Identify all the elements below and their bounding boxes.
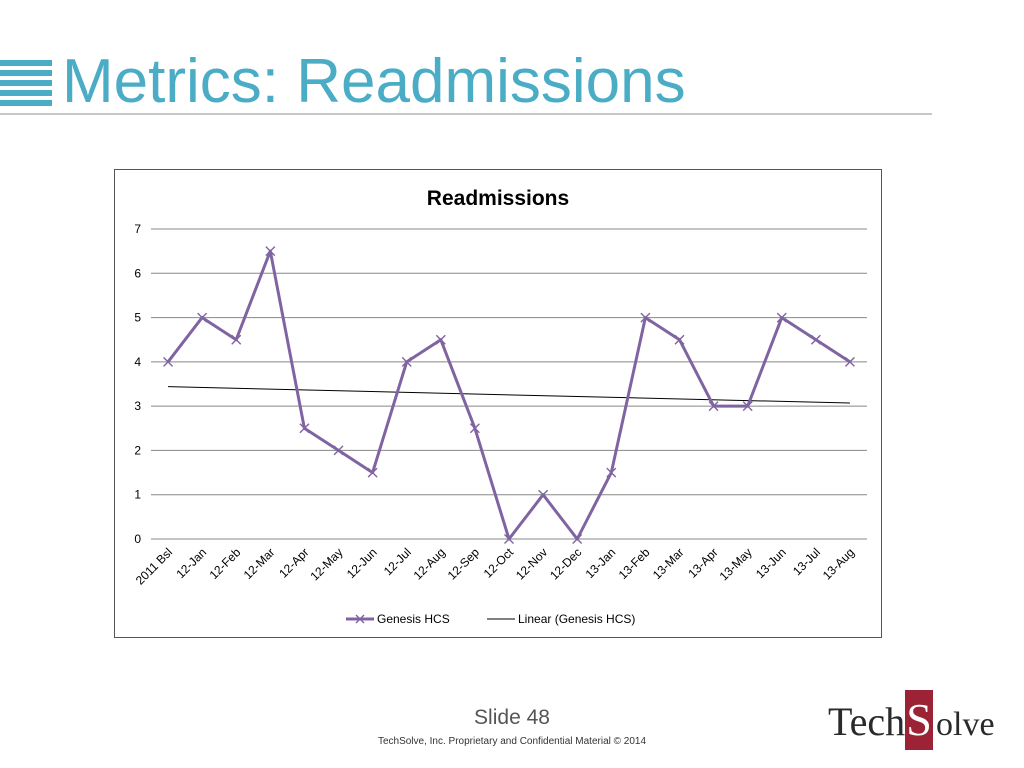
y-tick-label: 3: [134, 399, 141, 413]
x-tick-label: 12-May: [307, 545, 345, 583]
slide-title: Metrics: Readmissions: [62, 47, 686, 116]
readmissions-chart: Readmissions 0 1 2 3 4 5 6 7 2011 Bsl12-Jan12-Feb…: [133, 187, 867, 626]
data-point: [640, 312, 651, 323]
x-tick-label: 13-May: [717, 545, 755, 583]
data-point: [401, 356, 412, 367]
data-point: [572, 534, 583, 544]
data-point: [742, 401, 753, 412]
data-point: [265, 246, 276, 257]
x-tick-label: 12-Jun: [344, 545, 380, 581]
x-tick-label: 13-Jan: [583, 545, 619, 581]
y-tick-label: 4: [134, 355, 141, 369]
slide-number: Slide 48: [474, 706, 550, 729]
x-tick-label: 2011 Bsl: [133, 545, 175, 587]
x-tick-label: 12-Mar: [241, 545, 278, 582]
x-tick-label: 13-Jun: [753, 545, 789, 581]
data-point: [538, 489, 549, 500]
x-tick-label: 13-Aug: [820, 545, 857, 582]
x-tick-label: 12-Oct: [481, 545, 517, 581]
data-point: [674, 334, 685, 345]
x-tick-label: 12-Aug: [411, 545, 448, 582]
logo-text-s: S: [905, 690, 933, 750]
x-tick-label: 12-Jan: [173, 545, 209, 581]
data-point: [776, 312, 787, 323]
x-tick-label: 13-Apr: [685, 545, 720, 580]
data-point: [435, 334, 446, 345]
legend-series-label: Genesis HCS: [377, 612, 450, 626]
data-point: [504, 534, 514, 544]
x-tick-label: 12-Dec: [547, 545, 584, 582]
data-point: [810, 334, 821, 345]
data-point: [469, 423, 480, 434]
y-tick-label: 5: [134, 311, 141, 325]
chart-title: Readmissions: [427, 187, 569, 210]
x-tick-label: 12-Jul: [381, 545, 414, 578]
x-tick-label: 12-Apr: [276, 545, 311, 580]
x-tick-label: 13-Jul: [790, 545, 823, 578]
data-point: [333, 445, 344, 456]
data-point: [708, 401, 719, 412]
x-tick-label: 12-Nov: [513, 545, 550, 582]
data-point: [844, 356, 855, 367]
y-tick-label: 7: [134, 222, 141, 236]
x-tick-label: 13-Feb: [616, 545, 653, 582]
y-tick-label: 6: [134, 266, 141, 280]
data-point: [197, 312, 208, 323]
data-point: [231, 334, 242, 345]
x-tick-label: 12-Sep: [445, 545, 482, 582]
legend-trend-label: Linear (Genesis HCS): [518, 612, 635, 626]
y-tick-label: 2: [134, 443, 141, 457]
legend-series-marker: [355, 614, 365, 624]
y-tick-label: 0: [134, 532, 141, 546]
data-point: [299, 423, 310, 434]
logo-text-tech: Tech: [828, 699, 906, 744]
y-tick-label: 1: [134, 488, 141, 502]
data-point: [367, 467, 378, 478]
title-divider: [0, 113, 932, 115]
trendline: [168, 386, 850, 404]
footer-copyright: TechSolve, Inc. Proprietary and Confiden…: [377, 736, 647, 747]
techsolve-logo: Tech S olve: [828, 688, 1003, 752]
chart-frame: Readmissions 0 1 2 3 4 5 6 7 2011 Bsl 12-Jan 12-Feb…: [114, 169, 882, 638]
menu-lines-icon: [0, 60, 52, 106]
logo-text-olve: olve: [936, 706, 995, 743]
data-point: [606, 467, 617, 478]
x-tick-label: 12-Feb: [207, 545, 244, 582]
x-tick-label: 13-Mar: [650, 545, 687, 582]
data-point: [163, 356, 174, 367]
